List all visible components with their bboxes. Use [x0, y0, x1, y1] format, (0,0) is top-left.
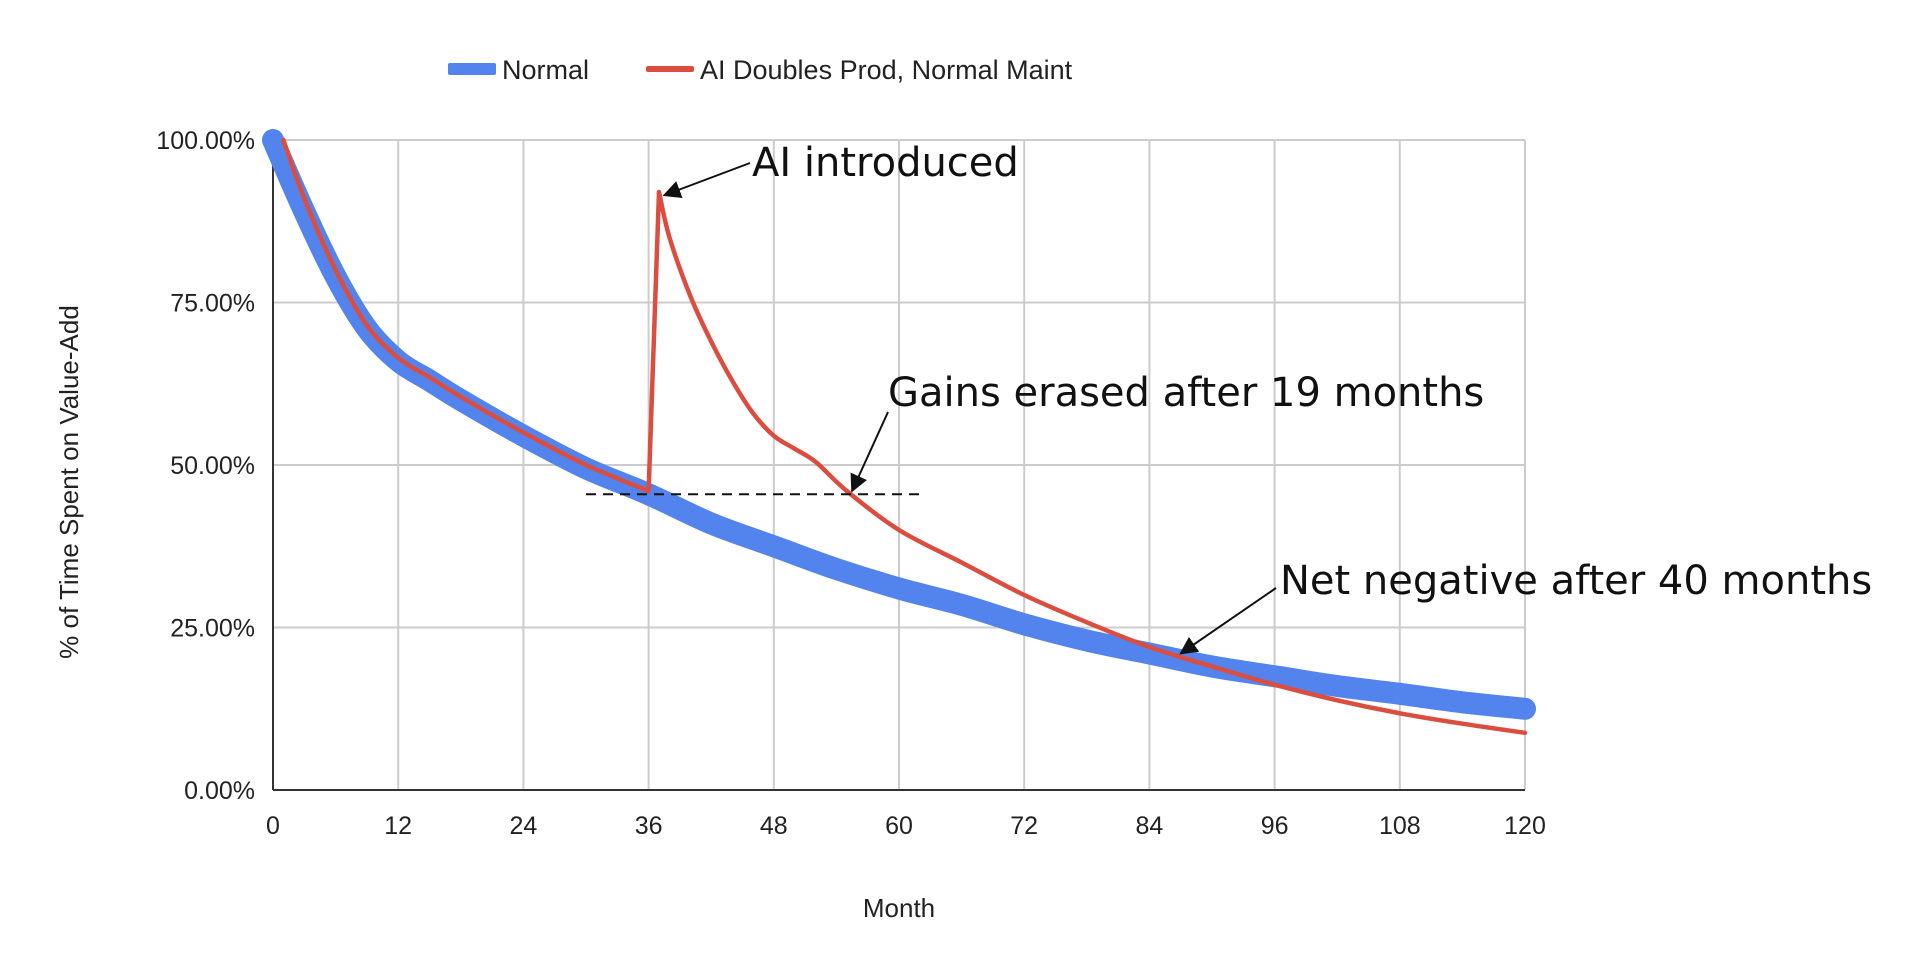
legend-label-normal: Normal	[502, 55, 589, 85]
x-tick-label: 60	[885, 812, 913, 840]
x-tick-label: 108	[1379, 812, 1421, 840]
x-tick-label: 12	[384, 812, 412, 840]
legend-swatch-normal	[448, 63, 496, 75]
y-tick-label: 75.00%	[170, 290, 255, 318]
x-tick-label: 48	[760, 812, 788, 840]
series-line-normal	[262, 129, 1536, 720]
legend: Normal AI Doubles Prod, Normal Maint	[448, 55, 1073, 85]
y-tick-label: 50.00%	[170, 452, 255, 480]
x-tick-label: 24	[509, 812, 537, 840]
legend-label-ai: AI Doubles Prod, Normal Maint	[700, 55, 1073, 85]
annotation-gains-erased: Gains erased after 19 months	[888, 370, 1484, 416]
x-tick-label: 36	[635, 812, 663, 840]
x-tick-label: 120	[1504, 812, 1546, 840]
y-axis-title: % of Time Spent on Value-Add	[54, 305, 84, 659]
annotation-arrow-ai-introduced	[662, 162, 751, 198]
y-tick-label: 100.00%	[156, 127, 255, 155]
x-tick-labels: 0 12 24 36 48 60 72 84 96 108 120	[266, 812, 1546, 840]
legend-swatch-ai	[646, 66, 694, 72]
series-lines	[262, 129, 1536, 736]
annotation-arrow-gains-erased	[850, 411, 889, 493]
annotation-net-negative: Net negative after 40 months	[1280, 558, 1872, 604]
annotation-arrow-net-negative	[1179, 587, 1277, 655]
x-tick-label: 72	[1010, 812, 1038, 840]
annotations: AI introduced Gains erased after 19 mont…	[662, 140, 1872, 655]
x-tick-label: 84	[1135, 812, 1163, 840]
axes	[272, 140, 1525, 791]
x-tick-label: 96	[1261, 812, 1289, 840]
y-tick-label: 0.00%	[184, 777, 255, 805]
x-tick-label: 0	[266, 812, 280, 840]
series-line-ai-doubles-prod	[281, 137, 1528, 736]
grid	[273, 139, 1526, 790]
annotation-ai-introduced: AI introduced	[752, 140, 1019, 186]
y-tick-label: 25.00%	[170, 615, 255, 643]
x-axis-title: Month	[863, 893, 935, 923]
y-tick-labels: 0.00% 25.00% 50.00% 75.00% 100.00%	[156, 127, 255, 805]
